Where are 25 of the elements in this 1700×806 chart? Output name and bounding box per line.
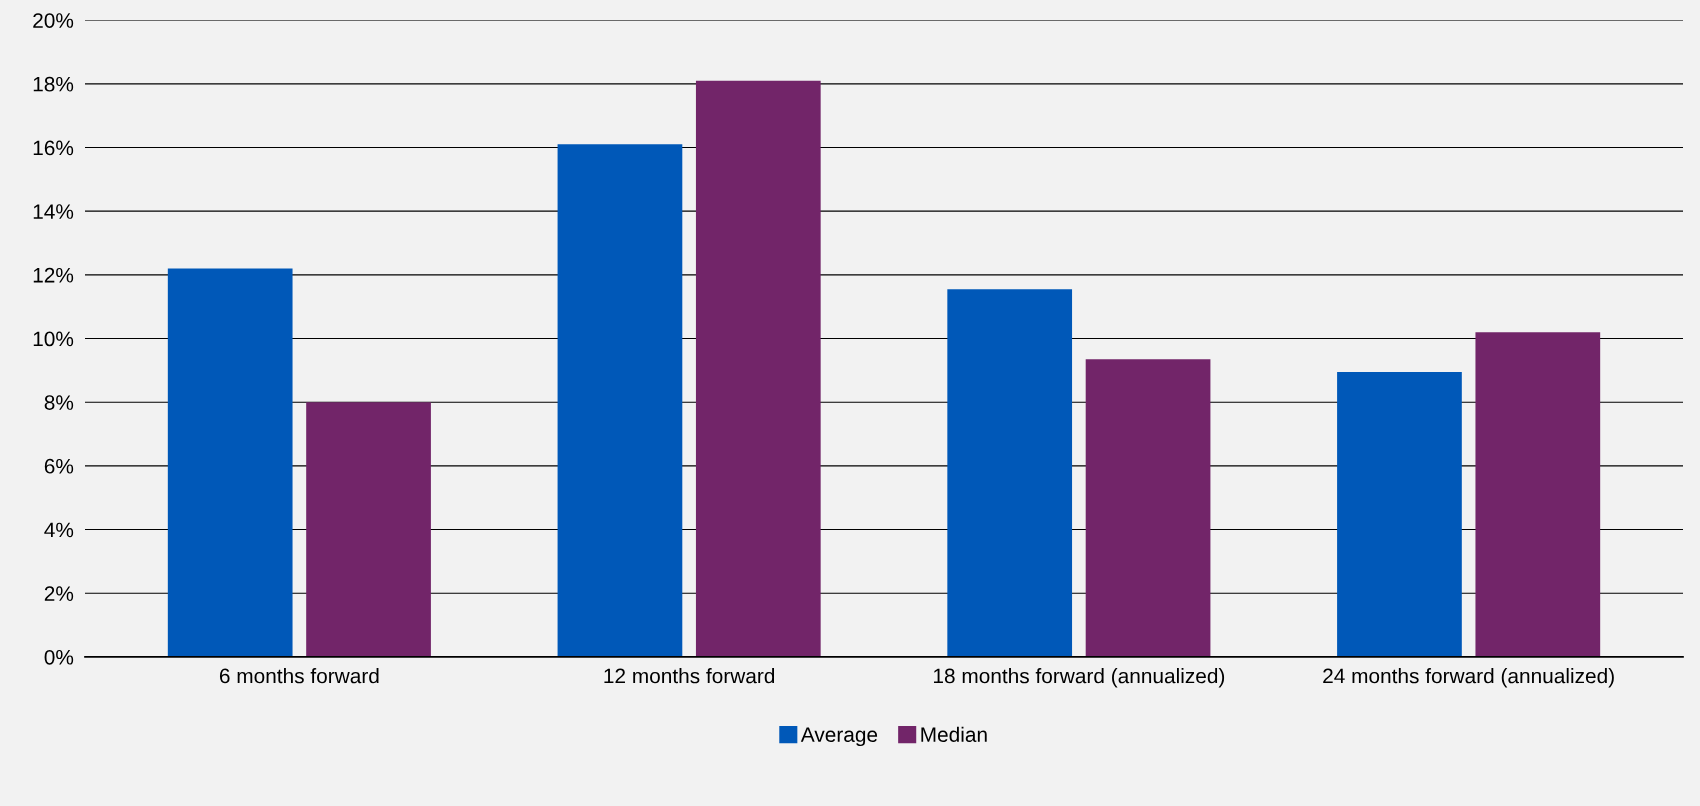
y-tick-label: 20% [33,13,74,28]
bar [167,268,293,657]
x-tick-label: 18 months forward (annualized) [933,668,1225,688]
x-tick-label: 24 months forward (annualized) [1323,668,1614,688]
y-tick-label: 16% [33,140,74,156]
bar [695,80,821,657]
x-tick-label: 12 months forward [604,668,775,684]
bar [306,402,431,657]
bar [1337,371,1462,657]
y-tick-label: 10% [33,331,74,347]
bar [1085,359,1211,657]
y-tick-label: 8% [44,395,74,410]
bar [947,289,1073,657]
y-tick-label: 4% [44,522,74,538]
y-tick-label: 2% [44,586,74,601]
bar [1475,332,1601,657]
legend-label: Average [800,727,878,747]
y-tick-label: 6% [44,458,74,474]
x-tick-label: 6 months forward [219,668,379,684]
y-tick-label: 18% [33,76,74,92]
y-tick-label: 0% [44,649,74,665]
y-tick-label: 12% [33,267,74,283]
bar [557,144,683,657]
legend-label: Median [921,726,987,742]
y-tick-label: 14% [33,204,74,219]
